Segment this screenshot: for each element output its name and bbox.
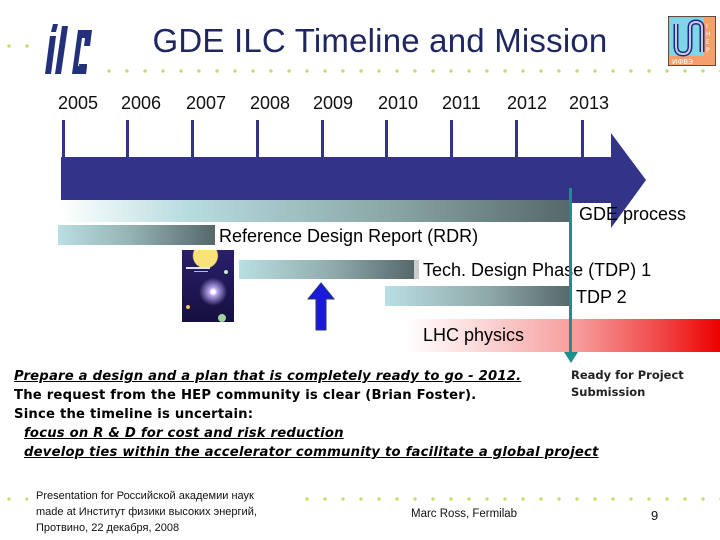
svg-text:E: E — [706, 39, 710, 46]
up-arrow-icon — [306, 282, 336, 331]
footer-dotted-line-left — [0, 497, 28, 501]
mission-line-2: The request from the HEP community is cl… — [14, 388, 477, 403]
gde-process-bar — [60, 200, 570, 222]
ihep-logo-icon: ИФВЭ I H E P — [667, 15, 717, 67]
year-tick — [581, 120, 584, 158]
mission-line-1: Prepare a design and a plan that is comp… — [14, 369, 522, 384]
tdp1-bar — [239, 260, 414, 279]
footer-line-2: made at Институт физики высоких энергий, — [36, 506, 257, 518]
page-number: 9 — [651, 508, 659, 523]
galaxy-icon — [186, 267, 228, 322]
book-cover-image — [182, 250, 234, 322]
tdp1-label: Tech. Design Phase (TDP) 1 — [423, 260, 652, 280]
svg-text:ИФВЭ: ИФВЭ — [672, 58, 693, 66]
rdr-bar — [58, 225, 215, 245]
ready-line-1: Ready for Project — [571, 368, 684, 382]
svg-text:H: H — [706, 31, 711, 38]
year-label: 2006 — [121, 93, 162, 113]
milestone-line — [569, 188, 572, 356]
rdr-label: Reference Design Report (RDR) — [219, 226, 479, 246]
lhc-physics-label: LHC physics — [423, 325, 525, 345]
timeline-arrow-icon — [61, 133, 646, 228]
milestone-arrow-down-icon — [564, 352, 578, 363]
year-tick — [256, 120, 259, 158]
footer-line-3: Протвино, 22 декабря, 2008 — [36, 522, 180, 534]
year-tick — [515, 120, 518, 158]
gde-process-label: GDE process — [579, 204, 687, 224]
year-label: 2009 — [313, 93, 354, 113]
tdp2-label: TDP 2 — [576, 287, 627, 307]
ilc-logo — [42, 24, 98, 76]
year-label: 2007 — [186, 93, 227, 113]
year-tick — [62, 120, 65, 158]
mission-line-3: Since the timeline is uncertain: — [14, 407, 254, 422]
year-tick — [126, 120, 129, 158]
year-label: 2005 — [58, 93, 99, 113]
tdp2-bar — [385, 286, 571, 306]
tdp1-bar-tail — [414, 260, 419, 279]
year-label: 2011 — [442, 93, 481, 113]
mission-line-4: focus on R & D for cost and risk reducti… — [24, 426, 344, 441]
ilc-logo-icon — [45, 24, 92, 74]
year-tick — [321, 120, 324, 158]
header-dotted-line — [100, 69, 720, 73]
year-tick — [450, 120, 453, 158]
svg-text:I: I — [706, 23, 708, 30]
slide-title: GDE ILC Timeline and Mission — [152, 22, 608, 59]
year-label: 2008 — [250, 93, 291, 113]
year-tick — [385, 120, 388, 158]
footer-line-1: Presentation for Российской академии нау… — [36, 490, 254, 502]
footer-author: Marc Ross, Fermilab — [411, 508, 518, 520]
ihep-logo: ИФВЭ I H E P — [667, 15, 717, 67]
year-label: 2012 — [507, 93, 548, 113]
year-label: 2013 — [569, 93, 610, 113]
year-tick — [191, 120, 194, 158]
footer-presentation-info: Presentation for Российской академии нау… — [36, 488, 257, 536]
ready-line-2: Submission — [571, 385, 646, 399]
footer-dotted-line — [298, 497, 720, 501]
year-label: 2010 — [378, 93, 419, 113]
mission-line-5: develop ties within the accelerator comm… — [24, 445, 599, 460]
lhc-physics-bar — [405, 319, 720, 352]
ready-for-submission: Ready for Project Submission — [571, 367, 684, 401]
header-dotted-line-left — [0, 44, 40, 48]
svg-text:P: P — [706, 47, 710, 54]
